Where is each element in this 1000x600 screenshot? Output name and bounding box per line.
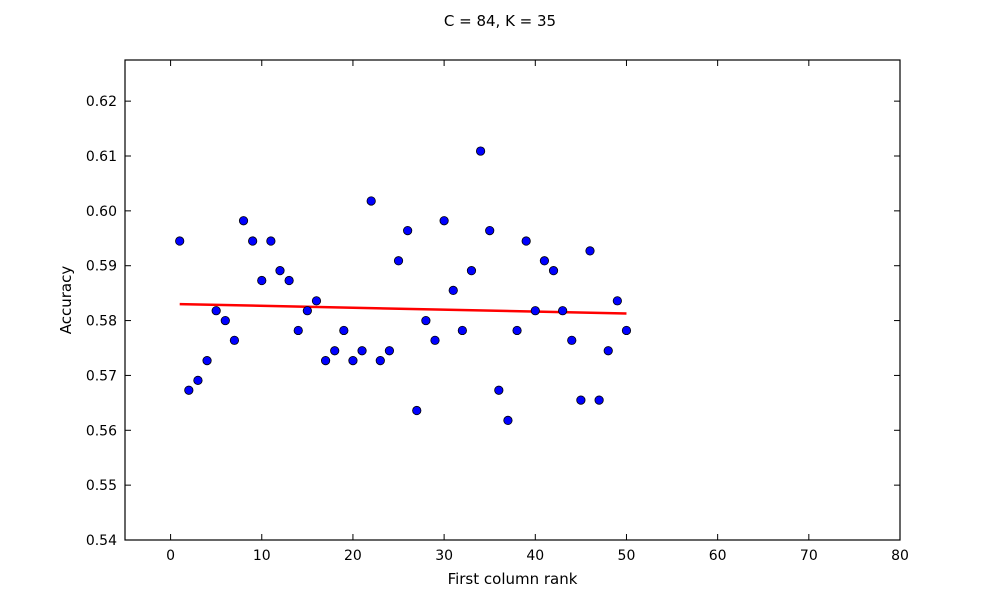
data-point — [521, 236, 531, 246]
plot-area — [125, 60, 900, 540]
data-point — [594, 395, 604, 405]
x-tick-label: 70 — [800, 548, 818, 564]
plot-frame — [124, 59, 901, 541]
data-point — [211, 306, 221, 316]
data-point — [585, 246, 595, 256]
data-point — [503, 415, 513, 426]
x-tick-label: 20 — [344, 548, 362, 564]
data-point — [466, 266, 477, 276]
data-point — [403, 226, 413, 236]
y-axis-label: Accuracy — [57, 266, 75, 335]
y-tick-label: 0.54 — [86, 533, 117, 549]
data-point — [548, 266, 559, 276]
data-point — [238, 216, 249, 226]
data-point — [393, 256, 404, 266]
data-point — [266, 236, 276, 246]
data-point — [357, 346, 367, 356]
y-tick-label: 0.61 — [86, 149, 117, 165]
data-point — [275, 266, 285, 276]
data-point — [375, 356, 385, 366]
data-point — [558, 306, 568, 316]
data-point — [330, 346, 340, 356]
data-point — [284, 275, 294, 286]
x-tick-label: 30 — [435, 548, 453, 564]
ticks-layer: 0 10 20 30 40 50 60 70 80 0.54 0.55 0.56 0.57 0.58 0.5… — [86, 60, 909, 564]
data-point — [475, 146, 486, 156]
y-tick-label: 0.56 — [86, 423, 117, 439]
data-point — [448, 285, 458, 295]
data-point — [576, 395, 586, 405]
data-point — [421, 315, 431, 326]
data-point — [293, 325, 303, 336]
data-point — [530, 306, 540, 316]
y-tick-label: 0.57 — [86, 368, 117, 384]
data-point — [494, 385, 504, 395]
data-point — [567, 335, 577, 345]
data-point — [229, 335, 240, 345]
x-tick-label: 60 — [709, 548, 727, 564]
data-point — [302, 306, 312, 316]
data-point — [257, 275, 267, 286]
data-point — [202, 356, 212, 366]
x-tick-label: 50 — [618, 548, 636, 564]
x-tick-label: 0 — [166, 548, 175, 564]
data-point — [485, 226, 495, 236]
data-point — [412, 405, 422, 416]
data-point — [348, 356, 358, 366]
data-point — [320, 356, 331, 366]
data-point — [457, 325, 467, 336]
data-point — [248, 236, 258, 246]
y-tick-label: 0.62 — [86, 94, 117, 110]
x-axis-label: First column rank — [448, 570, 578, 588]
data-point — [339, 325, 349, 336]
y-tick-label: 0.55 — [86, 478, 117, 494]
data-point — [311, 296, 322, 306]
y-tick-label: 0.60 — [86, 204, 117, 220]
data-point — [612, 296, 622, 306]
data-point — [512, 325, 522, 336]
data-point — [184, 385, 194, 395]
data-point — [220, 315, 230, 326]
data-point — [384, 346, 395, 356]
y-tick-label: 0.58 — [86, 314, 117, 330]
data-point — [621, 325, 632, 336]
data-point — [603, 346, 613, 356]
y-tick-label: 0.59 — [86, 259, 117, 275]
data-point — [366, 196, 376, 206]
x-tick-label: 10 — [253, 548, 271, 564]
series-layer — [175, 146, 632, 426]
data-point — [175, 236, 185, 246]
data-point — [430, 335, 440, 345]
data-point — [539, 256, 550, 266]
data-point — [439, 216, 449, 226]
chart-title: C = 84, K = 35 — [444, 12, 556, 30]
data-point — [193, 375, 203, 385]
x-tick-label: 40 — [526, 548, 544, 564]
x-tick-label: 80 — [891, 548, 909, 564]
trend-line — [179, 302, 627, 315]
